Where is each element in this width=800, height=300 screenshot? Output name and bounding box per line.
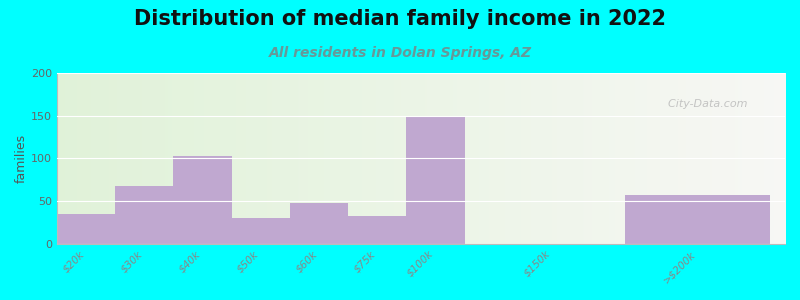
Bar [406, 117, 465, 244]
Y-axis label: families: families [15, 134, 28, 183]
Bar [231, 218, 290, 244]
Bar [348, 216, 406, 244]
Bar [290, 203, 348, 244]
Bar [174, 156, 231, 244]
Text: Distribution of median family income in 2022: Distribution of median family income in … [134, 9, 666, 29]
Bar [625, 195, 770, 244]
Text: City-Data.com: City-Data.com [661, 99, 748, 109]
Bar [115, 186, 174, 244]
Bar [57, 214, 115, 244]
Text: All residents in Dolan Springs, AZ: All residents in Dolan Springs, AZ [269, 46, 531, 61]
